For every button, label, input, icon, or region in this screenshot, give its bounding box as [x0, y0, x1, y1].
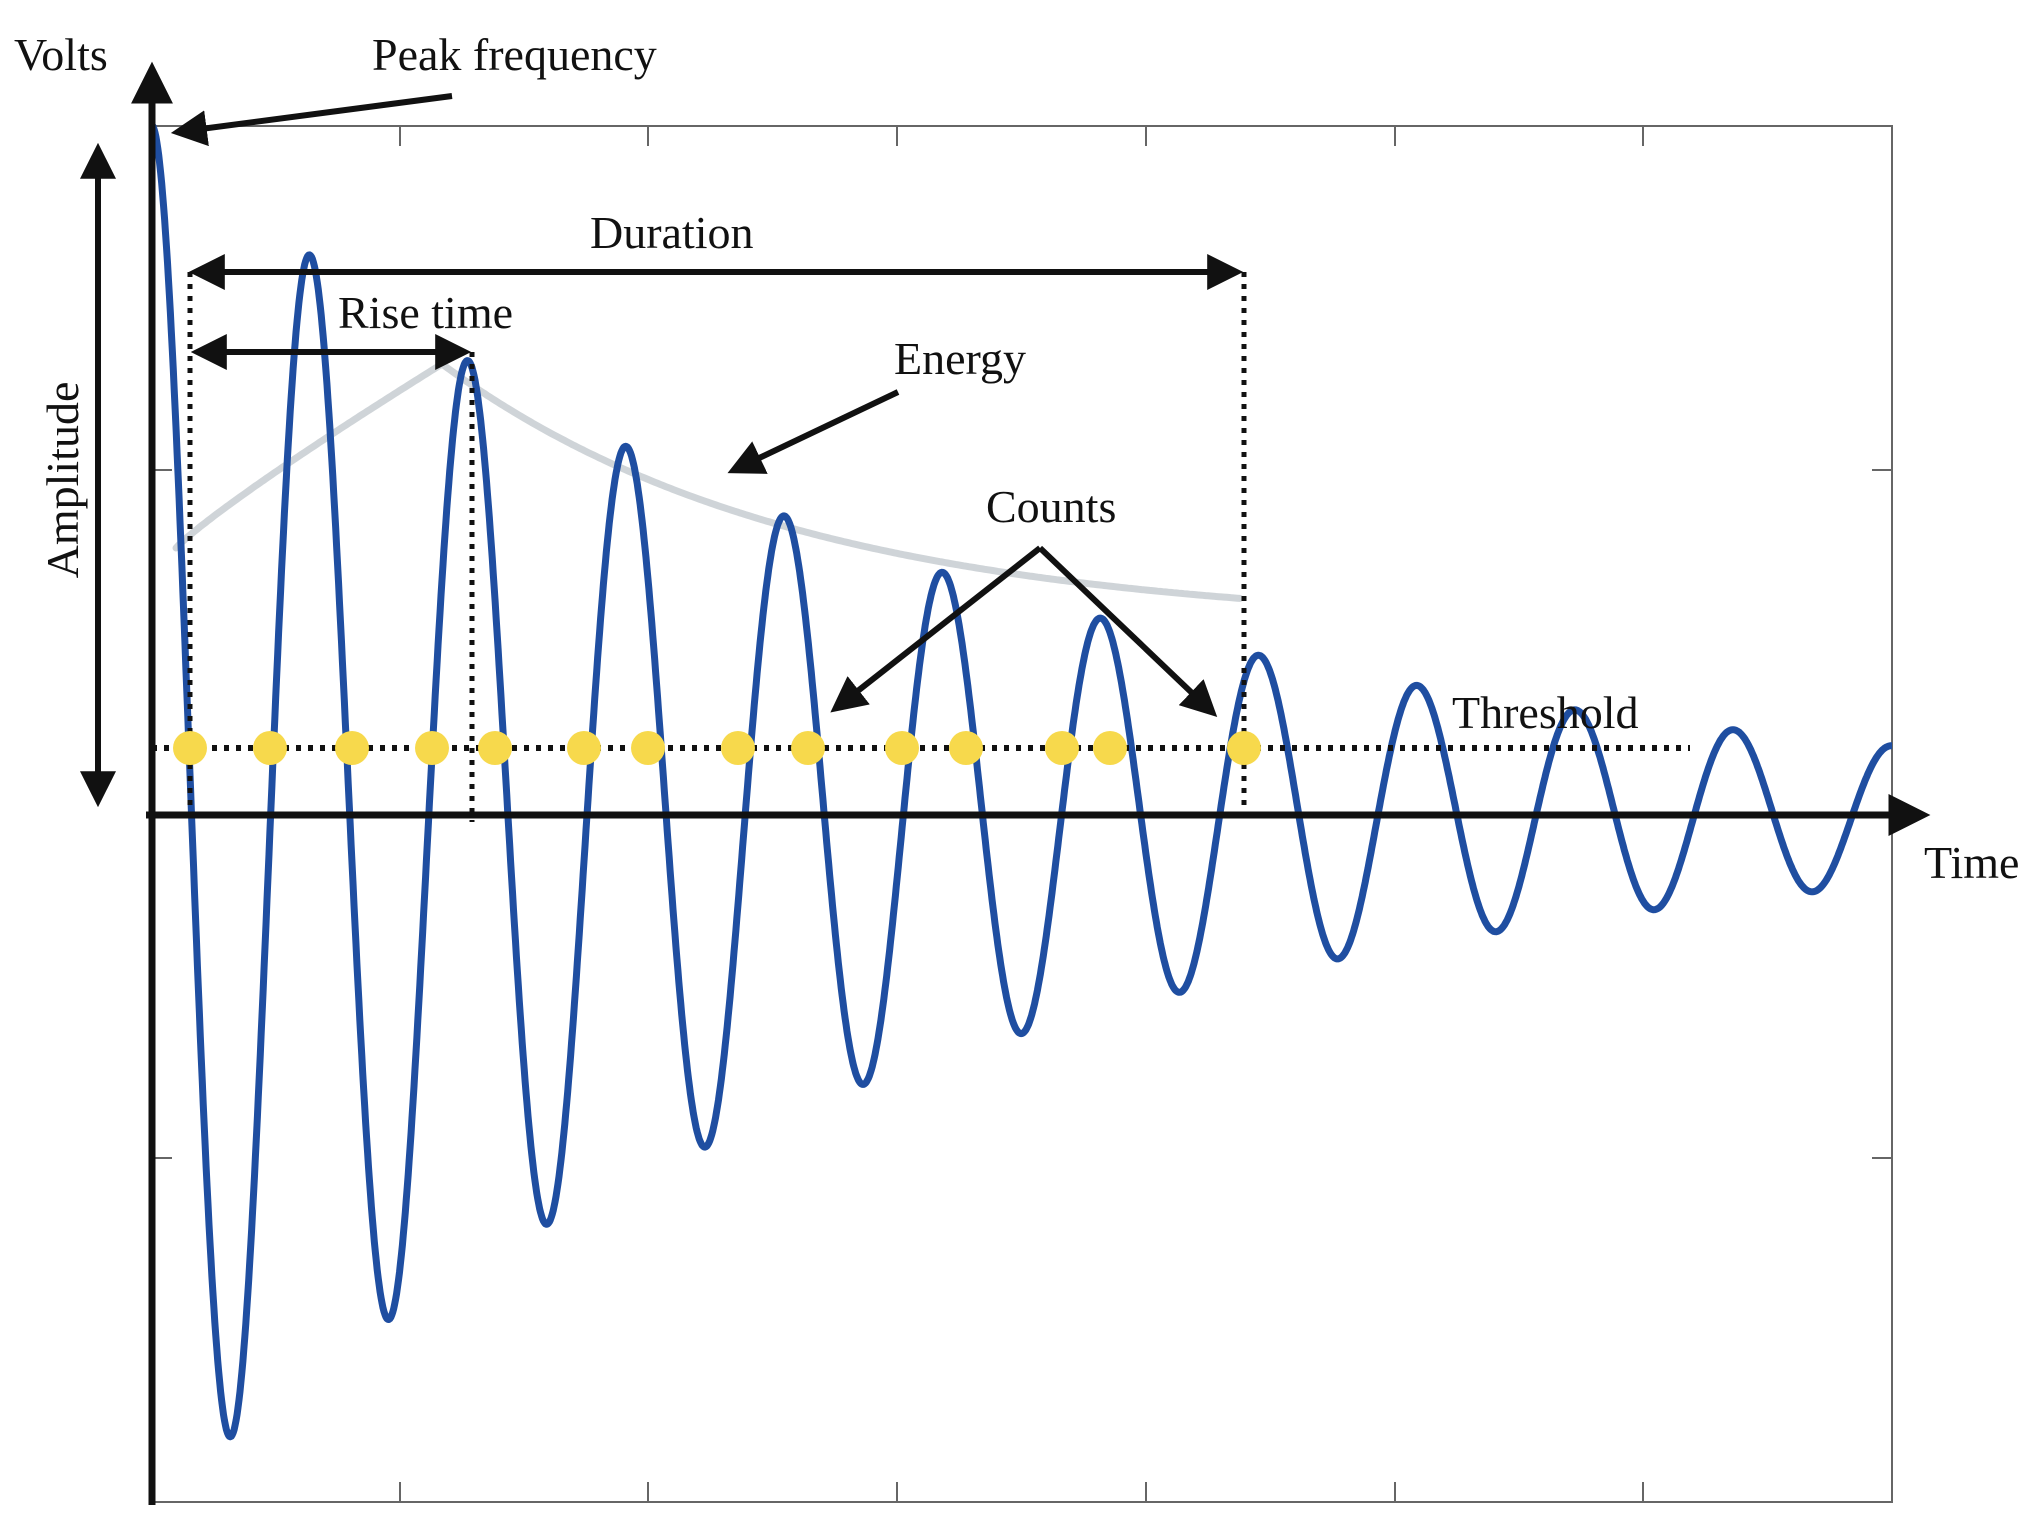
y-axis-label: Volts [14, 29, 108, 80]
rise-time-label: Rise time [338, 287, 513, 338]
threshold-crossing-point [1045, 731, 1079, 765]
threshold-crossing-point [791, 731, 825, 765]
counts-label: Counts [986, 481, 1116, 532]
threshold-crossing-point [721, 731, 755, 765]
x-axis-label: Time [1924, 837, 2019, 888]
counts-pointer-right [1037, 545, 1218, 717]
counts-pointer-left [830, 545, 1042, 713]
waveform-line [149, 122, 1895, 1441]
threshold-crossing-point [478, 731, 512, 765]
threshold-crossing-point [949, 731, 983, 765]
threshold-crossing-point [631, 731, 665, 765]
threshold-crossings [173, 731, 1261, 765]
energy-curve [172, 359, 1244, 602]
threshold-crossing-point [415, 731, 449, 765]
threshold-label: Threshold [1452, 687, 1639, 738]
threshold-crossing-point [885, 731, 919, 765]
threshold-crossing-point [1093, 731, 1127, 765]
amplitude-label: Amplitude [37, 382, 88, 579]
duration-label: Duration [590, 207, 754, 258]
energy-label: Energy [894, 333, 1026, 384]
energy-pointer [727, 389, 900, 474]
peak-frequency-label: Peak frequency [372, 29, 657, 80]
threshold-crossing-point [1227, 731, 1261, 765]
threshold-crossing-point [253, 731, 287, 765]
threshold-crossing-point [567, 731, 601, 765]
threshold-crossing-point [335, 731, 369, 765]
threshold-crossing-point [173, 731, 207, 765]
peak-frequency-pointer [170, 93, 453, 147]
